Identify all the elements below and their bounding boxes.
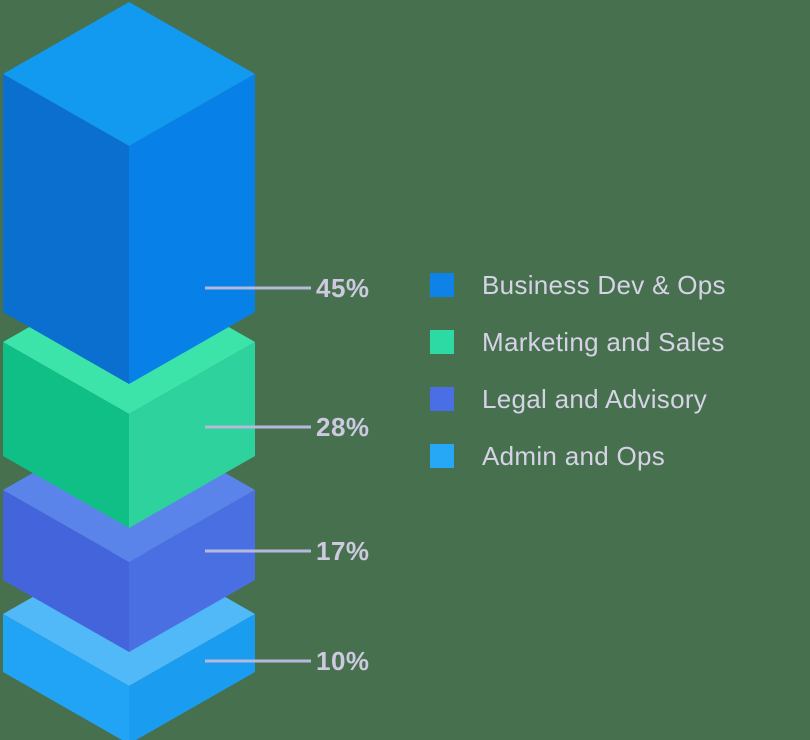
legend-label: Marketing and Sales [482, 326, 725, 357]
segment-marketing-and-sales-right-face [129, 342, 255, 528]
legend-item-marketing-sales: Marketing and Sales [430, 327, 726, 357]
callout-label-marketing-sales: 28% [316, 412, 370, 442]
segment-marketing-and-sales-left-face [3, 342, 129, 528]
legend-swatch-legal-advisory-icon [430, 387, 454, 411]
callout-label-legal-advisory: 17% [316, 536, 370, 566]
legend-swatch-business-dev-ops-icon [430, 273, 454, 297]
segment-admin-and-ops-right-face [129, 614, 255, 740]
legend: Business Dev & Ops Marketing and Sales L… [430, 270, 726, 471]
segment-business-dev-ops-right-face [129, 74, 255, 384]
legend-item-admin-ops: Admin and Ops [430, 441, 726, 471]
legend-label: Business Dev & Ops [482, 269, 726, 300]
segment-business-dev-ops-left-face [3, 74, 129, 384]
legend-swatch-admin-ops-icon [430, 444, 454, 468]
segment-legal-and-advisory-left-face [3, 490, 129, 652]
callout-label-admin-ops: 10% [316, 646, 370, 676]
segment-legal-and-advisory-right-face [129, 490, 255, 652]
legend-label: Admin and Ops [482, 440, 666, 471]
legend-item-business-dev-ops: Business Dev & Ops [430, 270, 726, 300]
legend-item-legal-advisory: Legal and Advisory [430, 384, 726, 414]
legend-label: Legal and Advisory [482, 383, 708, 414]
legend-swatch-marketing-sales-icon [430, 330, 454, 354]
segment-admin-and-ops-left-face [3, 614, 129, 740]
callout-label-business-dev-ops: 45% [316, 273, 370, 303]
